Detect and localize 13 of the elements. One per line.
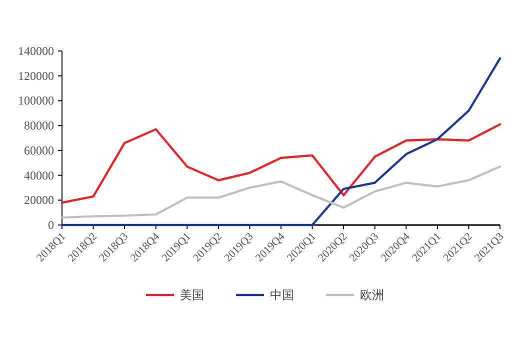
y-tick-label: 140000 [18, 44, 54, 58]
legend-label: 中国 [270, 288, 294, 302]
y-tick-label: 0 [48, 218, 54, 232]
y-tick-label: 100000 [18, 94, 54, 108]
line-series [60, 123, 502, 204]
y-tick-label: 60000 [24, 143, 54, 158]
y-tick-label: 80000 [24, 118, 54, 133]
y-tick-label: 20000 [24, 193, 54, 208]
legend-label: 美国 [180, 288, 204, 302]
legend-label: 欧洲 [360, 288, 384, 302]
y-tick-label: 40000 [24, 168, 54, 182]
y-tick-label: 120000 [18, 68, 54, 83]
line-series [60, 165, 502, 219]
